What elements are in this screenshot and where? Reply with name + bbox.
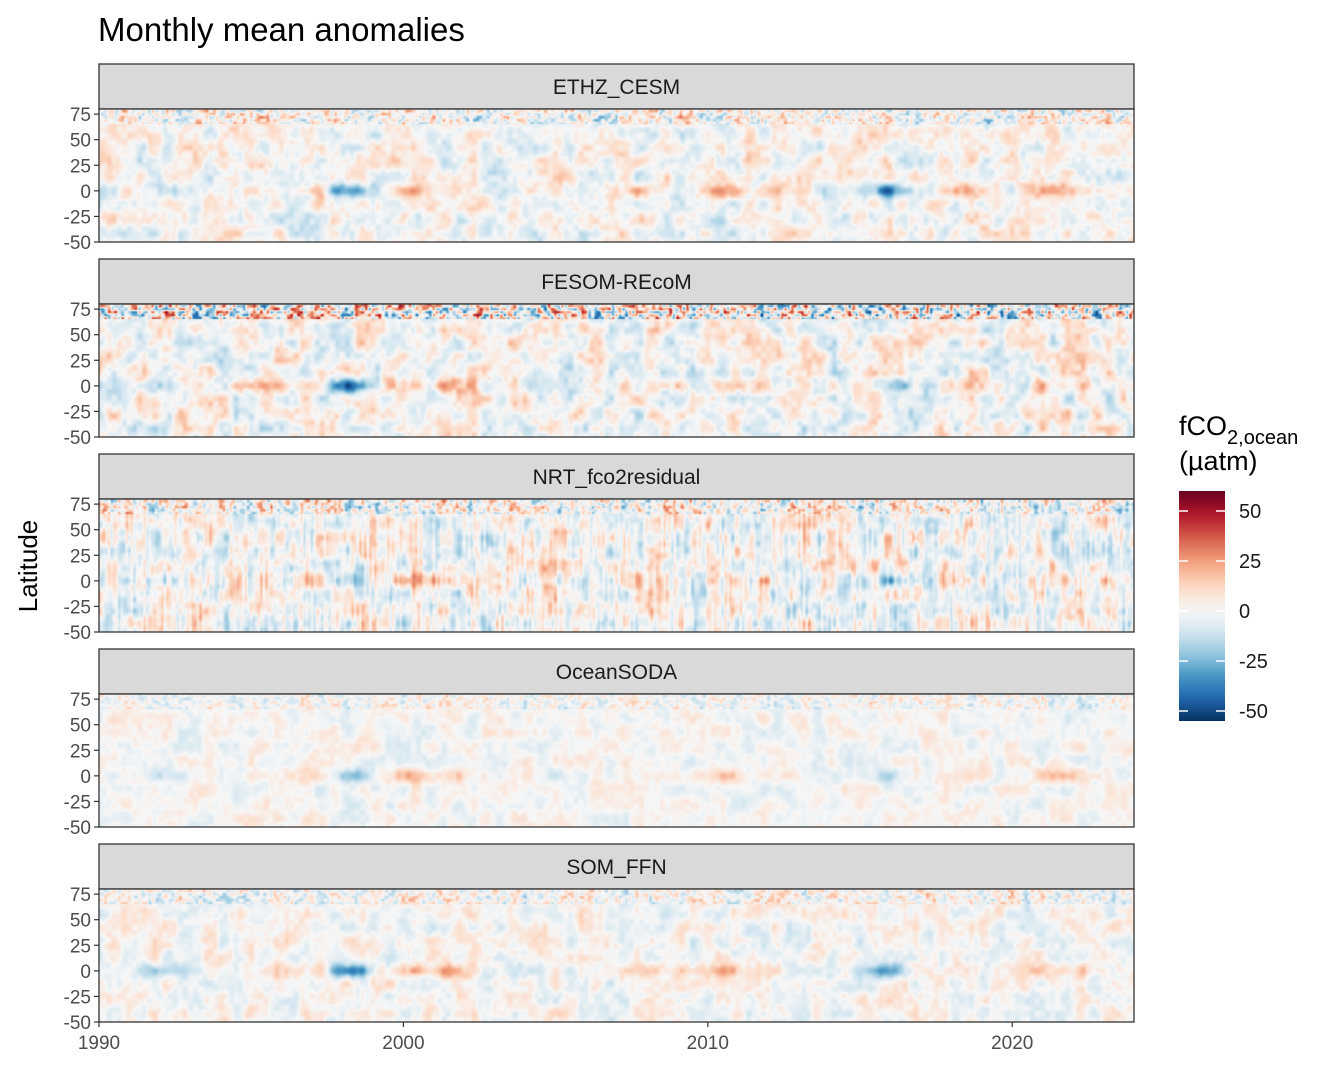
facet-strip bbox=[98, 648, 1135, 695]
y-tick-label: -50 bbox=[64, 818, 91, 839]
y-tick-label: 0 bbox=[80, 377, 91, 398]
heatmap-raster bbox=[99, 304, 1134, 437]
heatmap-raster bbox=[99, 499, 1134, 632]
y-tick-label: 50 bbox=[70, 911, 91, 932]
panel-border bbox=[98, 108, 1135, 243]
y-tick-label: 50 bbox=[70, 521, 91, 542]
y-tick-label: 0 bbox=[80, 962, 91, 983]
x-tick-label: 2000 bbox=[382, 1033, 424, 1054]
legend-unit: (µatm) bbox=[1179, 446, 1258, 476]
legend-tick-label: -50 bbox=[1239, 701, 1268, 723]
y-tick-label: -50 bbox=[64, 1013, 91, 1034]
facet-strip-label: FESOM-REcoM bbox=[541, 271, 692, 294]
facet-strip bbox=[98, 843, 1135, 890]
y-tick-label: 0 bbox=[80, 572, 91, 593]
x-tick-label: 2010 bbox=[687, 1033, 729, 1054]
y-tick-label: -50 bbox=[64, 623, 91, 644]
heatmap-raster bbox=[99, 889, 1134, 1022]
y-tick-label: 0 bbox=[80, 182, 91, 203]
y-tick-label: -25 bbox=[64, 207, 91, 228]
x-tick-label: 2020 bbox=[991, 1033, 1033, 1054]
y-tick-label: 25 bbox=[70, 741, 91, 762]
y-tick-label: 75 bbox=[70, 885, 91, 906]
facet-panel: NRT_fco2residual 75 50 25 0 -25 -50 bbox=[64, 453, 1135, 644]
y-tick-label: -25 bbox=[64, 402, 91, 423]
x-axis: 1990 2000 2010 2020 bbox=[78, 1022, 1033, 1054]
y-tick-label: 25 bbox=[70, 156, 91, 177]
facet-strip-label: ETHZ_CESM bbox=[553, 76, 680, 99]
facet-strip-label: NRT_fco2residual bbox=[533, 466, 701, 489]
legend-colorbar bbox=[1179, 491, 1225, 721]
heatmap-raster bbox=[99, 694, 1134, 827]
y-tick-label: 50 bbox=[70, 131, 91, 152]
legend-tick-label: 25 bbox=[1239, 551, 1261, 573]
chart-title: Monthly mean anomalies bbox=[98, 11, 465, 48]
y-tick-label: -25 bbox=[64, 597, 91, 618]
y-tick-label: 0 bbox=[80, 767, 91, 788]
facet-panel: SOM_FFN 75 50 25 0 -25 -50 bbox=[64, 843, 1135, 1034]
panel-border bbox=[98, 693, 1135, 828]
y-axis-title: Latitude bbox=[13, 520, 43, 613]
y-tick-label: -25 bbox=[64, 987, 91, 1008]
facet-strip-label: SOM_FFN bbox=[566, 856, 666, 879]
y-tick-label: 50 bbox=[70, 716, 91, 737]
legend-tick-label: 50 bbox=[1239, 501, 1261, 523]
facet-strip bbox=[98, 63, 1135, 110]
facet-panel: FESOM-REcoM 75 50 25 0 -25 -50 bbox=[64, 258, 1135, 449]
legend-title: fCO2,ocean bbox=[1179, 411, 1298, 449]
heatmap-raster bbox=[99, 109, 1134, 242]
y-tick-label: 25 bbox=[70, 546, 91, 567]
y-tick-label: 75 bbox=[70, 300, 91, 321]
facet-strip-label: OceanSODA bbox=[556, 661, 677, 684]
y-tick-label: 75 bbox=[70, 690, 91, 711]
y-tick-label: 25 bbox=[70, 936, 91, 957]
facet-panel: ETHZ_CESM 75 50 25 0 -25 -50 bbox=[64, 63, 1135, 254]
panel-border bbox=[98, 888, 1135, 1023]
panel-border bbox=[98, 303, 1135, 438]
y-tick-label: -50 bbox=[64, 233, 91, 254]
facet-strip bbox=[98, 453, 1135, 500]
facet-panels: ETHZ_CESM 75 50 25 0 -25 -50 FESOM-REcoM 75 50 25 0… bbox=[64, 63, 1135, 1034]
legend-title-main: fCO bbox=[1179, 411, 1227, 441]
y-tick-label: 50 bbox=[70, 326, 91, 347]
y-tick-label: 25 bbox=[70, 351, 91, 372]
color-legend: fCO2,ocean (µatm) 50 25 0 -25 -50 bbox=[1179, 411, 1298, 723]
legend-tick-label: -25 bbox=[1239, 651, 1268, 673]
legend-tick-label: 0 bbox=[1239, 601, 1250, 623]
x-tick-label: 1990 bbox=[78, 1033, 120, 1054]
y-tick-label: 75 bbox=[70, 105, 91, 126]
y-tick-label: -25 bbox=[64, 792, 91, 813]
y-tick-label: -50 bbox=[64, 428, 91, 449]
y-tick-label: 75 bbox=[70, 495, 91, 516]
facet-panel: OceanSODA 75 50 25 0 -25 -50 bbox=[64, 648, 1135, 839]
legend-title-subscript: 2,ocean bbox=[1227, 427, 1298, 449]
panel-border bbox=[98, 498, 1135, 633]
facet-strip bbox=[98, 258, 1135, 305]
